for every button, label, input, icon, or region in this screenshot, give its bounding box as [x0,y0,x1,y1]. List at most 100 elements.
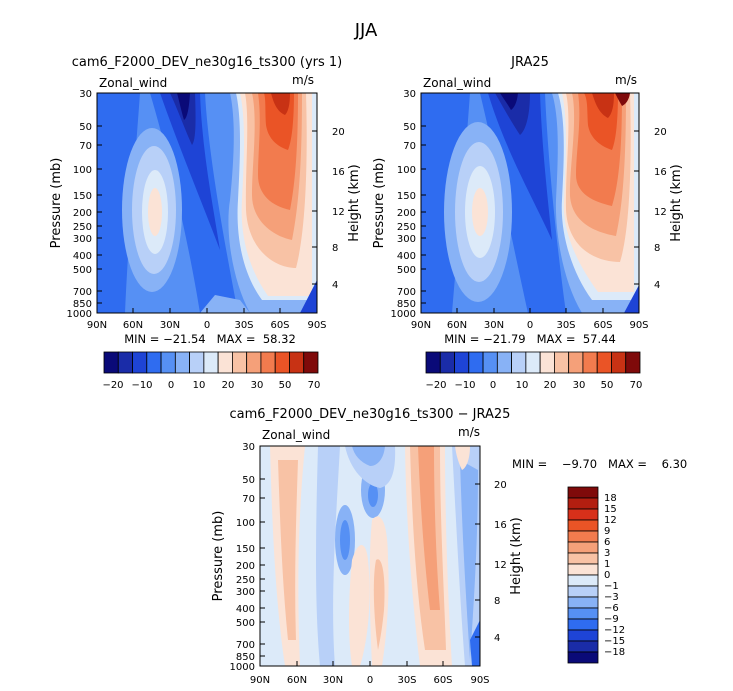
panel-obs-colorbar-label: 70 [630,380,643,391]
panel-obs-ylabel-right: Height (km) [669,164,684,241]
panel-obs-xtick: 60S [593,320,612,331]
panel-diff-colorbar-swatch [567,574,599,587]
panel-model-colorbar-label: 10 [193,380,206,391]
panel-diff-colorbar-swatch [567,618,599,631]
panel-diff-colorbar-swatch [567,585,599,598]
panel-obs-ytick: 400 [397,251,416,262]
panel-diff-xtick: 30N [323,675,343,686]
panel-diff-colorbar-swatch [567,497,599,510]
panel-obs-ytick-right: 4 [654,280,660,291]
panel-obs-xtick: 30S [556,320,575,331]
panel-obs-stats: MIN = −21.79 MAX = 57.44 [444,332,616,346]
panel-obs-ytick: 500 [397,265,416,276]
panel-diff-colorbar-label: 3 [604,548,610,559]
panel-obs-colorbar-swatch [454,351,470,374]
panel-diff-colorbar-label: −1 [604,581,619,592]
panel-obs-ytick-right: 20 [654,127,667,138]
panel-diff-colorbar-swatch [567,486,599,499]
panel-obs-colorbar-swatch [439,351,455,374]
panel-model-ytick: 150 [73,191,92,202]
panel-model-xtick: 60N [123,320,143,331]
panel-model-ytick-right: 4 [332,280,338,291]
panel-model-ytick: 1000 [67,309,92,320]
panel-model-colorbar-label: 30 [251,380,264,391]
panel-diff-ytick: 500 [236,618,255,629]
panel-diff-xtick: 60N [287,675,307,686]
panel-diff-ylabel-right: Height (km) [509,517,524,594]
panel-model: cam6_F2000_DEV_ne30g16_ts300 (yrs 1) Zon… [49,55,362,391]
panel-obs-ylabel: Pressure (mb) [372,158,387,249]
panel-obs-colorbar-swatch [525,351,541,374]
panel-diff-contour-field [260,446,480,666]
panel-obs-field-label: Zonal_wind [423,76,491,90]
panel-model-colorbar-label: 20 [222,380,235,391]
panel-model-colorbar-swatch [217,351,233,374]
panel-diff-colorbar-label: −6 [604,603,619,614]
panel-diff-xtick: 0 [367,675,373,686]
panel-model-colorbar-swatch [174,351,191,374]
panel-diff-xtick: 60S [433,675,452,686]
panel-model-colorbar-swatch [231,351,248,374]
panel-obs-colorbar-swatch [596,351,612,374]
panel-obs-title: JRA25 [510,55,549,70]
panel-obs-colorbar-swatch [568,351,584,374]
panel-diff-colorbar-label: −18 [604,647,625,658]
panel-obs-xtick: 90N [411,320,431,331]
panel-diff-colorbar-label: 0 [604,570,610,581]
panel-obs-colorbar-swatch [425,351,441,374]
panel-obs-colorbar-label: −10 [454,380,475,391]
panel-model-colorbar-swatch [117,351,133,374]
panel-diff-xtick: 90S [470,675,489,686]
panel-diff-xtick: 30S [397,675,416,686]
panel-model-units: m/s [292,73,314,87]
panel-diff-ytick: 1000 [230,662,255,673]
panel-model-colorbar-swatch [289,351,305,374]
panel-diff-colorbar-swatch [567,508,599,521]
panel-obs-ytick-right: 8 [654,243,660,254]
panel-model-xtick: 90S [307,320,326,331]
panel-diff-colorbar-swatches [567,486,599,664]
panel-model-colorbar-swatch [303,351,319,374]
panel-model-colorbar-label: 50 [279,380,292,391]
panel-model-colorbar-swatch [203,351,219,374]
panel-diff-colorbar-label: 6 [604,537,610,548]
panel-model-ytick: 850 [73,299,92,310]
panel-diff-colorbar-swatch [567,563,599,576]
panel-diff-ytick: 150 [236,544,255,555]
panel-diff-colorbar-swatch [567,607,599,620]
panel-obs-colorbar-label: 10 [516,380,529,391]
panel-diff-ytick: 70 [242,494,255,505]
panel-diff-ytick-right: 4 [494,633,500,644]
panel-model-ytick: 250 [73,222,92,233]
panel-model-ytick: 200 [73,208,92,219]
panel-diff-stats: MIN = −9.70 MAX = 6.30 [512,457,687,471]
panel-model-contour-field [97,93,317,313]
panel-diff-colorbar-swatch [567,552,599,565]
panel-diff-xtick: 90N [250,675,270,686]
panel-diff-field-label: Zonal_wind [262,428,330,442]
panel-obs-ytick: 700 [397,287,416,298]
panel-model-colorbar-swatch [146,351,162,374]
panel-obs-colorbar: −20 −10 0 10 20 30 50 70 [425,351,643,391]
panel-obs-xtick: 30N [484,320,504,331]
panel-diff-colorbar-label: −15 [604,636,625,647]
panel-obs-colorbar-label: 50 [601,380,614,391]
panel-model-colorbar-swatch [274,351,290,374]
panel-model-xtick: 30N [160,320,180,331]
panel-diff-colorbar-swatch [567,530,599,543]
panel-obs: JRA25 Zonal_wind m/s 30 [372,55,684,391]
panel-diff-ytick: 850 [236,652,255,663]
panel-diff-title: cam6_F2000_DEV_ne30g16_ts300 − JRA25 [230,407,511,422]
panel-model-colorbar-swatch [189,351,205,374]
panel-diff-colorbar-label: 12 [604,515,617,526]
panel-model-colorbar-label: 0 [168,380,174,391]
panel-diff-units: m/s [458,425,480,439]
panel-model-ytick: 400 [73,251,92,262]
panel-obs-colorbar-swatch [539,351,555,374]
panel-obs-colorbar-swatch [468,351,484,374]
panel-obs-colorbar-swatch [511,351,527,374]
panel-diff-ytick-right: 8 [494,596,500,607]
panel-obs-ytick: 70 [403,141,416,152]
panel-obs-colorbar-swatch [625,351,641,374]
panel-model-ytick: 30 [79,89,92,100]
